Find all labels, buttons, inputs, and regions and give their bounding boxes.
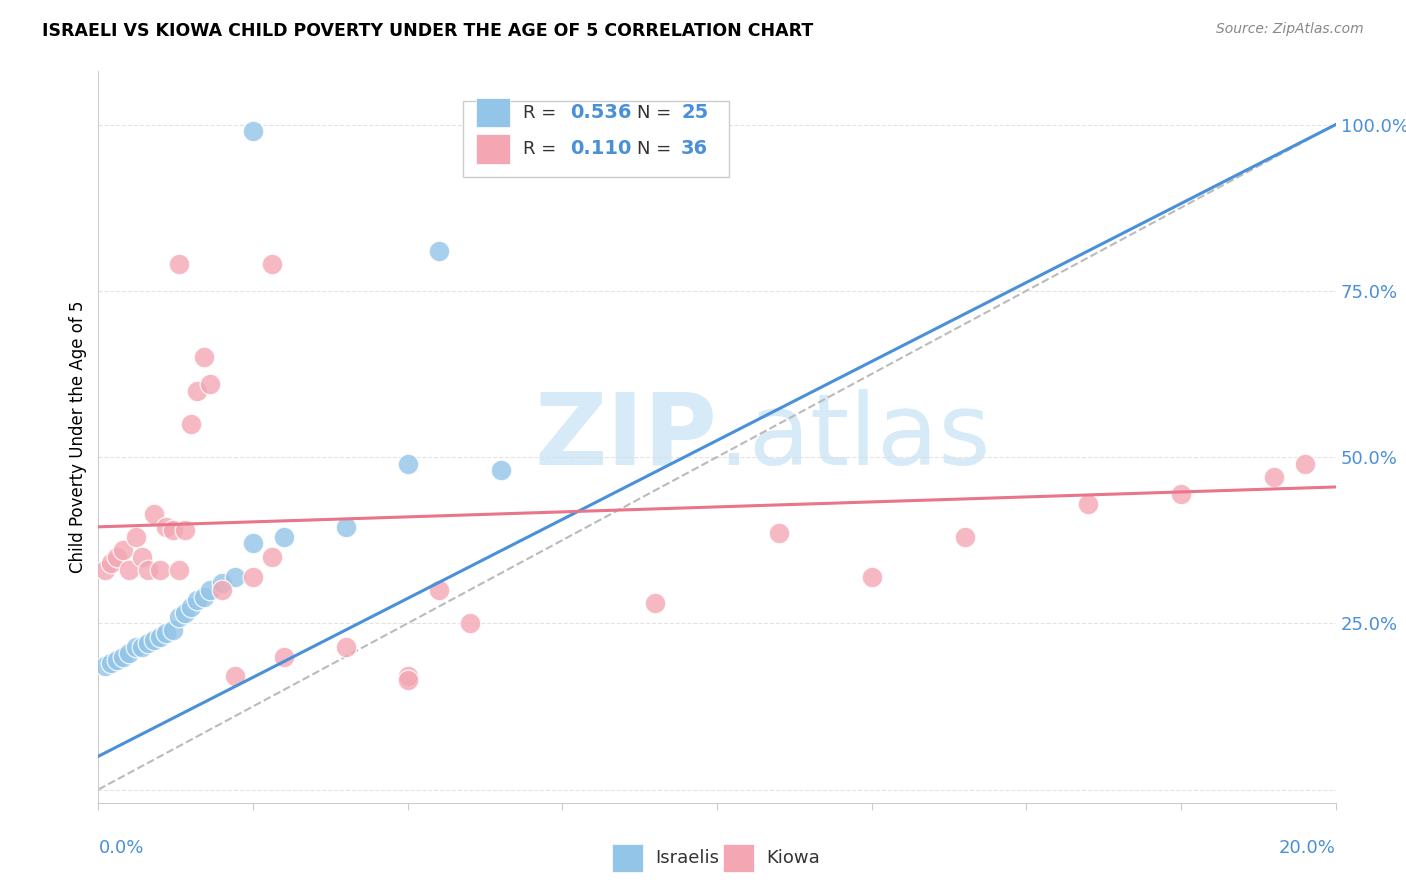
Point [131, 640, 153, 654]
Point [167, 563, 190, 577]
Point [242, 124, 264, 138]
Point [860, 570, 883, 584]
Point [162, 523, 184, 537]
Point [198, 582, 221, 597]
Point [136, 563, 159, 577]
Text: .atlas: .atlas [717, 389, 990, 485]
Point [162, 623, 184, 637]
Point [260, 549, 283, 564]
Point [124, 530, 146, 544]
Text: 0.536: 0.536 [569, 103, 631, 122]
Point [167, 257, 190, 271]
Point [131, 549, 153, 564]
Point [186, 593, 208, 607]
Point [489, 463, 512, 477]
Point [100, 557, 122, 571]
Point [174, 607, 197, 621]
Point [136, 636, 159, 650]
Point [112, 543, 135, 558]
FancyBboxPatch shape [475, 98, 510, 128]
Point [193, 351, 215, 365]
Point [211, 576, 233, 591]
Point [273, 530, 295, 544]
Y-axis label: Child Poverty Under the Age of 5: Child Poverty Under the Age of 5 [69, 301, 87, 574]
Point [273, 649, 295, 664]
Point [186, 384, 208, 398]
Point [224, 570, 246, 584]
Text: ZIP: ZIP [534, 389, 717, 485]
Text: Kiowa: Kiowa [766, 848, 820, 867]
Point [644, 596, 666, 610]
Point [193, 590, 215, 604]
Point [335, 520, 357, 534]
Point [224, 669, 246, 683]
Text: 20.0%: 20.0% [1279, 839, 1336, 857]
Point [143, 507, 166, 521]
Point [242, 536, 264, 550]
Point [198, 376, 221, 391]
Point [105, 549, 128, 564]
Point [427, 244, 450, 258]
Text: 36: 36 [681, 139, 709, 159]
Point [118, 563, 141, 577]
Point [1294, 457, 1316, 471]
Point [149, 563, 172, 577]
FancyBboxPatch shape [464, 101, 730, 178]
Text: R =: R = [523, 103, 562, 122]
Text: 0.0%: 0.0% [98, 839, 143, 857]
Point [93, 563, 115, 577]
Point [211, 582, 233, 597]
Point [149, 630, 172, 644]
Text: Source: ZipAtlas.com: Source: ZipAtlas.com [1216, 22, 1364, 37]
Point [1170, 486, 1192, 500]
Point [143, 632, 166, 647]
Point [167, 609, 190, 624]
Point [105, 653, 128, 667]
Point [396, 673, 419, 687]
Point [1077, 497, 1099, 511]
Point [174, 523, 197, 537]
Point [260, 257, 283, 271]
Point [396, 669, 419, 683]
FancyBboxPatch shape [723, 844, 754, 871]
Point [93, 659, 115, 673]
Point [1263, 470, 1285, 484]
Text: 25: 25 [681, 103, 709, 122]
Point [118, 646, 141, 660]
Point [953, 530, 976, 544]
Point [100, 656, 122, 670]
Point [124, 640, 146, 654]
Point [180, 417, 202, 431]
Text: N =: N = [637, 103, 676, 122]
Point [335, 640, 357, 654]
Point [396, 457, 419, 471]
FancyBboxPatch shape [612, 844, 643, 871]
Point [242, 570, 264, 584]
Point [112, 649, 135, 664]
Point [180, 599, 202, 614]
Text: R =: R = [523, 140, 568, 158]
Point [155, 626, 177, 640]
Point [155, 520, 177, 534]
Text: N =: N = [637, 140, 676, 158]
Text: 0.110: 0.110 [569, 139, 631, 159]
FancyBboxPatch shape [475, 135, 510, 163]
Point [768, 526, 790, 541]
Text: Israelis: Israelis [655, 848, 720, 867]
Point [427, 582, 450, 597]
Point [458, 616, 481, 631]
Text: ISRAELI VS KIOWA CHILD POVERTY UNDER THE AGE OF 5 CORRELATION CHART: ISRAELI VS KIOWA CHILD POVERTY UNDER THE… [42, 22, 814, 40]
